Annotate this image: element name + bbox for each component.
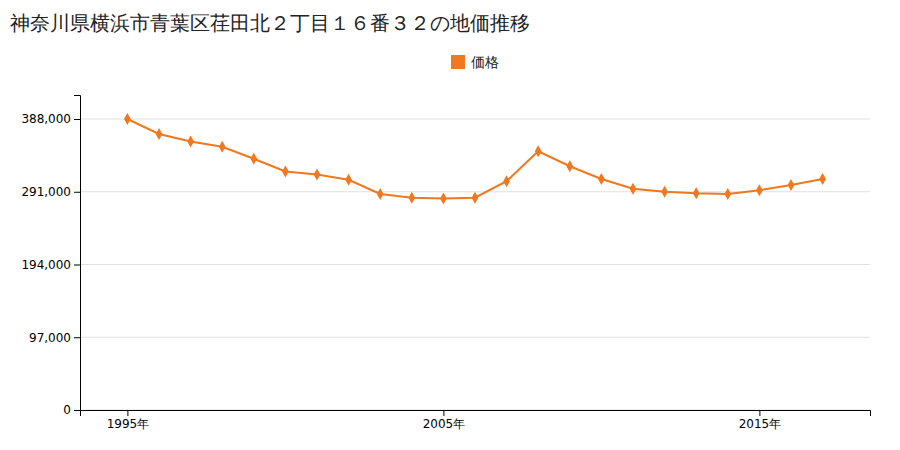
point <box>250 153 257 165</box>
point <box>440 193 447 205</box>
legend-label: 価格 <box>471 54 499 70</box>
tick-label: 2015年 <box>739 417 782 431</box>
point <box>408 192 415 204</box>
point <box>724 188 731 200</box>
tick-label: 194,000 <box>21 258 71 272</box>
point <box>219 141 226 153</box>
grid-line <box>80 119 870 120</box>
grid-line <box>80 337 870 338</box>
tick: 291,000 <box>21 185 80 199</box>
point <box>535 145 542 157</box>
point <box>693 187 700 199</box>
x-axis: 1995年 2005年 2015年 <box>81 410 871 431</box>
point <box>756 184 763 196</box>
tick-mark <box>74 192 80 193</box>
tick: 2005年 <box>423 410 466 431</box>
tick-label: 2005年 <box>423 417 466 431</box>
line <box>127 119 822 199</box>
legend-item: 価格 <box>451 54 499 70</box>
title: 神奈川県横浜市青葉区荏田北２丁目１６番３２の地価推移 <box>10 11 530 35</box>
point <box>472 192 479 204</box>
point <box>187 136 194 148</box>
tick-mark <box>74 410 80 411</box>
tick: 388,000 <box>21 112 80 126</box>
point <box>630 183 637 195</box>
tick: 1995年 <box>107 410 150 431</box>
tick-mark <box>74 337 80 338</box>
axis-line <box>74 96 81 411</box>
point <box>124 113 131 125</box>
tick: 97,000 <box>29 331 80 345</box>
point <box>661 186 668 198</box>
tick: 0 <box>63 403 80 417</box>
tick-mark <box>443 410 444 416</box>
tick-mark <box>759 410 760 416</box>
axis-line <box>81 411 871 417</box>
point <box>156 128 163 140</box>
tick-label: 1995年 <box>107 417 150 431</box>
chart: 神奈川県横浜市青葉区荏田北２丁目１６番３２の地価推移 1995年 2005年 2015… <box>0 0 900 450</box>
point <box>345 174 352 186</box>
point <box>566 160 573 172</box>
y-axis: 0 97,000 194,000 291,000 388,000 <box>21 96 80 418</box>
marks <box>124 113 826 204</box>
grid-line <box>80 264 870 265</box>
tick-label: 0 <box>63 403 71 417</box>
legend-swatch <box>451 55 465 69</box>
point <box>377 188 384 200</box>
tick-mark <box>74 265 80 266</box>
tick: 2015年 <box>739 410 782 431</box>
point <box>788 179 795 191</box>
plot: 1995年 2005年 2015年 0 97,000 194,000 291,000 388,… <box>21 96 870 431</box>
point <box>314 169 321 181</box>
grid <box>80 119 870 410</box>
point <box>503 175 510 187</box>
tick-mark <box>74 119 80 120</box>
tick-label: 388,000 <box>21 112 71 126</box>
legend: 価格 <box>451 54 499 70</box>
tick-label: 291,000 <box>21 185 71 199</box>
point <box>282 166 289 178</box>
tick: 194,000 <box>21 258 80 272</box>
tick-label: 97,000 <box>29 331 71 345</box>
point <box>819 173 826 185</box>
point <box>598 173 605 185</box>
tick-mark <box>127 410 128 416</box>
